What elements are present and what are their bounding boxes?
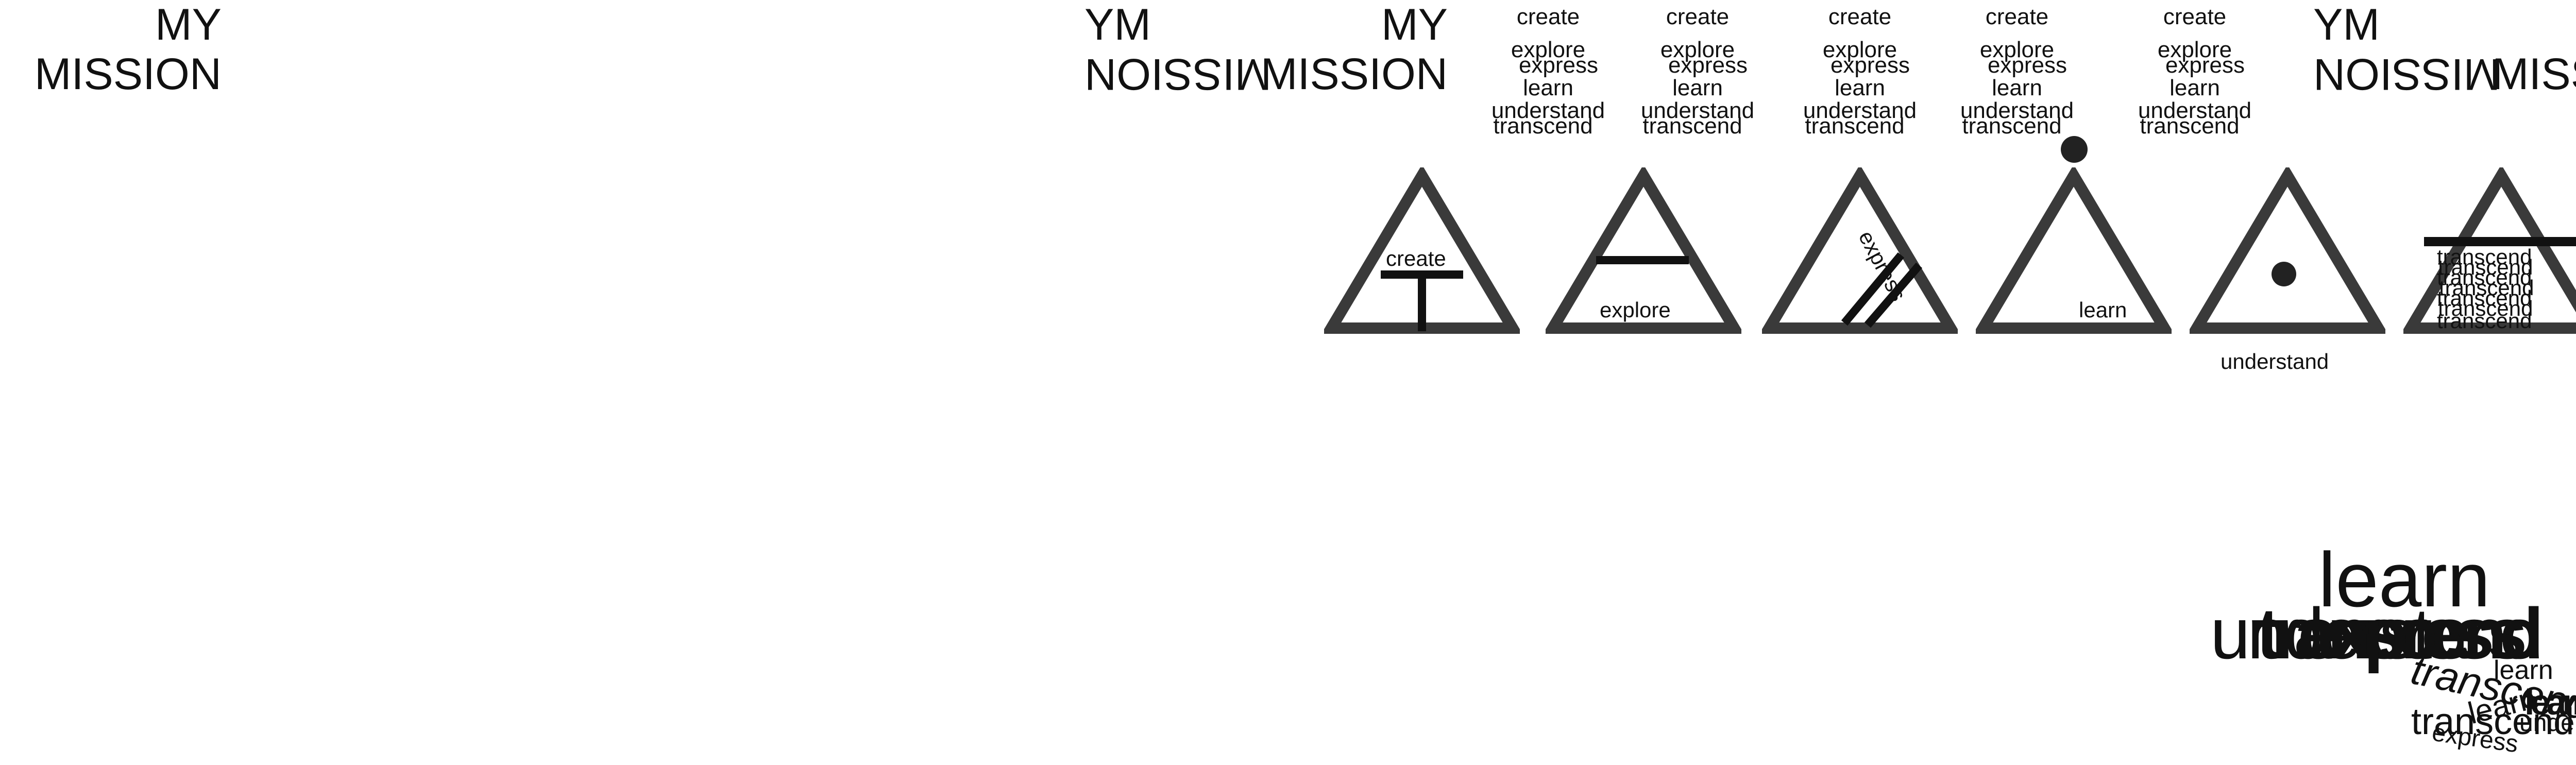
word-transcend: transcend xyxy=(2140,113,2240,139)
word-learn: learn xyxy=(1835,75,1885,100)
scatter-learn-large: learn xyxy=(2318,536,2490,623)
triangle-explore-icon xyxy=(1546,167,1741,334)
title-line-1: MY xyxy=(2458,0,2576,49)
title-line-2: MISSION xyxy=(1260,49,1448,99)
word-explore: explore xyxy=(2157,37,2232,62)
triangle-label-understand: understand xyxy=(2221,349,2329,373)
word-express: express xyxy=(2165,53,2245,78)
word-transcend: transcend xyxy=(1962,113,2062,139)
triangle-label-explore: explore xyxy=(1600,298,1671,322)
triangle-label-create: create xyxy=(1386,246,1446,270)
word-express: express xyxy=(1987,53,2067,78)
transcend-label: transcend xyxy=(2438,296,2533,320)
scatter-transcend-b: transcend xyxy=(2411,701,2574,742)
word-create: create xyxy=(2163,4,2227,29)
title-line-2: MISSION xyxy=(34,49,222,99)
title-line-1: MY xyxy=(155,0,222,49)
word-create: create xyxy=(1516,4,1580,29)
word-stack-4: create explore express learn understand … xyxy=(1940,4,2094,138)
word-express: express xyxy=(1518,53,1599,78)
word-explore: explore xyxy=(1979,37,2055,62)
transcend-label: transcend xyxy=(2439,276,2534,300)
transcend-label: transcend xyxy=(2437,245,2532,269)
title-line-1: MY xyxy=(1381,0,1448,49)
triangle-learn-icon xyxy=(1976,167,2172,334)
word-understand: understand xyxy=(1960,98,2074,123)
transcend-stack: transcend transcend transcend transcend … xyxy=(2437,245,2561,333)
word-stack-3: create explore express learn understand … xyxy=(1783,4,1937,138)
word-explore: explore xyxy=(1822,37,1897,62)
word-understand: understand xyxy=(1491,98,1605,123)
title-line-2: MISSION xyxy=(2492,49,2576,99)
word-learn: learn xyxy=(1523,75,1573,100)
transcend-label: transcend xyxy=(2438,255,2533,279)
triangle-create-icon xyxy=(1324,167,1520,334)
word-transcend: transcend xyxy=(1642,113,1742,139)
word-learn: learn xyxy=(1992,75,2042,100)
word-create: create xyxy=(1985,4,2049,29)
word-explore: explore xyxy=(1511,37,1586,62)
word-understand: understand xyxy=(1640,98,1755,123)
scatter-understand-c: understand xyxy=(2519,709,2576,737)
word-express: express xyxy=(1830,53,1910,78)
word-understand: understand xyxy=(1803,98,1917,123)
word-stack-1: create explore express learn understand … xyxy=(1471,4,1625,138)
transcend-label: transcend xyxy=(2437,309,2532,333)
word-transcend: transcend xyxy=(1493,113,1593,139)
word-learn: learn xyxy=(2170,75,2220,100)
triangle-express-icon xyxy=(1762,167,1958,334)
dot-learn-icon xyxy=(2061,136,2088,163)
word-understand: understand xyxy=(2138,98,2252,123)
word-stack-5: create explore express learn understand … xyxy=(2117,4,2272,138)
scatter-learn-small: learn xyxy=(2494,655,2553,685)
word-create: create xyxy=(1666,4,1730,29)
scatter-overlap: transcend xyxy=(2257,598,2544,670)
title-right: MY MISSION xyxy=(2458,0,2576,99)
title-center: MY MISSION xyxy=(1226,0,1448,99)
triangle-label-learn: learn xyxy=(2079,298,2127,322)
word-stack-2: create explore express learn understand … xyxy=(1620,4,1775,138)
triangle-transcend-icon xyxy=(2403,167,2576,334)
title-left: MY MISSION xyxy=(0,0,222,99)
scatter-overlap-2: express xyxy=(2298,598,2527,670)
word-create: create xyxy=(1828,4,1892,29)
transcend-label: transcend xyxy=(2437,265,2532,290)
word-transcend: transcend xyxy=(1805,113,1905,139)
scatter-word-transcend: transcend xyxy=(2257,593,2544,674)
scatter-word-express: express xyxy=(2298,593,2527,674)
word-learn: learn xyxy=(1672,75,1723,100)
word-explore: explore xyxy=(1660,37,1735,62)
transcend-label: transcend xyxy=(2437,286,2532,310)
word-express: express xyxy=(1668,53,1748,78)
scatter-understand-large: understand xyxy=(2210,593,2544,674)
scatter-learn-d: learn xyxy=(2524,682,2576,722)
triangle-understand-icon xyxy=(2190,167,2385,334)
